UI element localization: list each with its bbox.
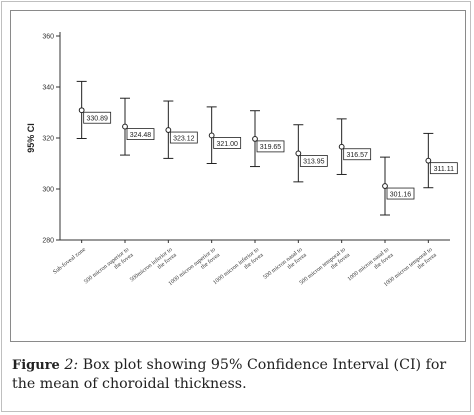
mean-label: 319.65: [260, 144, 282, 151]
mean-point: [382, 183, 388, 189]
mean-label-box: [83, 111, 112, 124]
x-tick-label: Sub-foveal zone: [52, 246, 87, 276]
mean-point: [165, 127, 172, 133]
mean-label: 323.12: [173, 135, 195, 142]
caption-text: Box plot showing 95% Confidence Interval…: [12, 357, 447, 392]
x-tick-label: 1000 micron inferior tothe fovea: [212, 246, 265, 292]
x-tick-label: 500 micron temporal tothe fovea: [299, 247, 352, 292]
mean-label: 313.95: [303, 159, 325, 166]
chart-marks: 330.89 324.48 323.12 321.00 319.65 313.95 316.…: [76, 80, 458, 216]
mean-label: 324.48: [130, 132, 152, 139]
y-tick-label: 340: [42, 85, 54, 92]
mean-label-box: [213, 137, 242, 149]
x-tick-label-line: Sub-foveal zone: [52, 246, 87, 276]
mean-label-box: [169, 131, 198, 144]
x-tick-label-line: 500 micron superior to: [83, 247, 130, 285]
figure-caption: Figure 2: Box plot showing 95% Confidenc…: [12, 356, 460, 394]
mean-point: [425, 157, 432, 164]
mean-label: 321.00: [216, 141, 238, 148]
y-tick-label: 360: [42, 34, 54, 41]
y-tick-label: 280: [42, 238, 54, 245]
caption-label: Figure: [12, 358, 60, 373]
x-tick-label: 1000 micron superior tothe fovea: [168, 247, 222, 293]
mean-point: [295, 150, 302, 157]
mean-point: [122, 123, 128, 130]
mean-label: 301.16: [390, 191, 412, 198]
mean-label: 311.11: [434, 166, 454, 173]
mean-point: [252, 135, 258, 142]
x-tick-label-line: 1000 micron superior to: [168, 247, 217, 287]
y-tick-label: 320: [42, 136, 54, 143]
mean-label-box: [126, 128, 155, 140]
mean-label: 330.89: [86, 116, 108, 123]
x-tick-label-line: 500 micron temporal to: [299, 247, 347, 287]
y-axis-label: 95% CI: [26, 123, 36, 153]
caption-number: 2:: [64, 357, 79, 373]
mean-point: [78, 107, 85, 114]
mean-label: 316.57: [346, 152, 368, 159]
mean-point: [208, 132, 215, 139]
plot-box: [10, 10, 466, 342]
mean-label-box: [429, 162, 458, 175]
axes: 280 300 320 340 360: [42, 32, 450, 245]
mean-label-box: [386, 187, 415, 200]
mean-label-box: [299, 155, 328, 167]
mean-label-box: [256, 140, 285, 153]
y-tick-label: 300: [42, 187, 54, 194]
x-tick-label: 500 micron superior tothe fovea: [83, 247, 134, 291]
mean-label-box: [343, 148, 372, 161]
mean-point: [338, 143, 345, 150]
